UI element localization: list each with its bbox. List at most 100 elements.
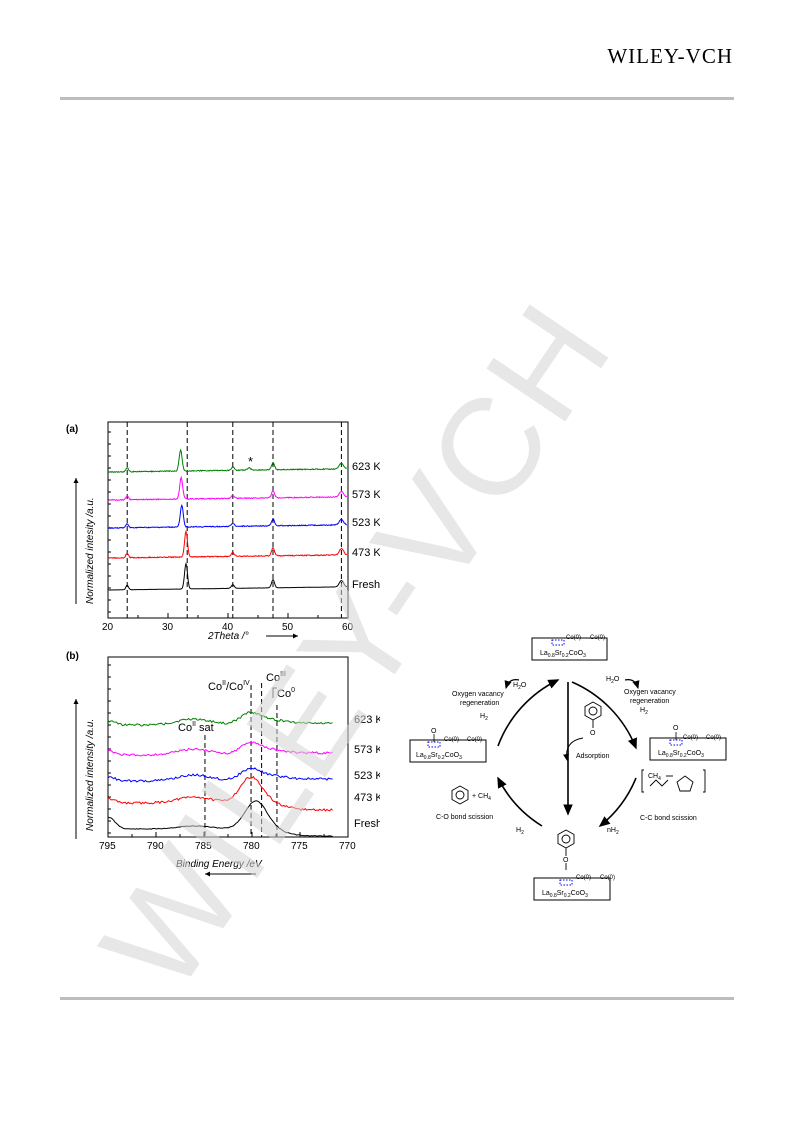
cycle-arrow-top-right (571, 681, 637, 750)
series-line (107, 775, 333, 812)
ovac-regen-right-2: regeneration (630, 698, 669, 705)
series-label: 623 K (352, 461, 380, 473)
plot-a-series-labels: Fresh 473 K 523 K 573 K 623 K (352, 461, 380, 591)
o-atom-left: O (431, 728, 437, 735)
series-label: 523 K (354, 770, 380, 782)
series-line (108, 529, 348, 560)
catalyst-box-top (531, 637, 608, 661)
x-tick-label: 775 (291, 841, 308, 852)
phenol-oxygen: O (590, 730, 596, 737)
catalyst-label-right: La0.8Sr0.2CoO3 (658, 750, 704, 759)
x-tick-label: 780 (243, 841, 260, 852)
oxygen-vacancy-bottom (559, 879, 573, 886)
series-line (107, 741, 333, 757)
series-line (108, 448, 348, 473)
o-atom-right: O (673, 725, 679, 732)
plot-b-series (107, 711, 333, 837)
header-rule (60, 97, 734, 100)
h2o-release-left-arrow (504, 679, 520, 690)
benzene-molecule (451, 785, 469, 805)
plot-a-ylabel: Normalized intesity /a.u. (85, 497, 96, 604)
x-tick-label: 790 (147, 841, 164, 852)
x-tick-label: 770 (339, 841, 356, 852)
h2o-right: H2O (606, 676, 620, 685)
adsorption-label: Adsorption (576, 753, 610, 760)
co0-left-right: Co(0) (467, 737, 482, 743)
ovac-regen-right-1: Oxygen vacancy (624, 689, 676, 696)
cc-products (641, 769, 706, 793)
plot-a-y-arrowhead (73, 478, 79, 483)
x-tick-label: 30 (162, 622, 174, 633)
co0-bracket (272, 687, 277, 698)
co2-co4-label: CoII/CoIV (208, 680, 250, 693)
plot-b-xlabel: Binding Energy /eV (176, 859, 263, 870)
figure-a-label: (a) (66, 424, 78, 435)
series-line (107, 800, 333, 837)
x-tick-label: 40 (222, 622, 234, 633)
series-label: 623 K (354, 714, 380, 726)
benzene-ch4-label: + CH4 (472, 793, 491, 802)
co2-satellite-label: CoII sat (178, 721, 214, 734)
plot-b-x-arrowhead (205, 871, 210, 877)
ovac-regen-left-2: regeneration (460, 700, 499, 707)
series-label: 573 K (354, 744, 380, 756)
series-line (108, 561, 347, 591)
plot-a-x-arrowhead (293, 633, 298, 639)
x-tick-label: 50 (282, 622, 294, 633)
catalyst-label-top: La0.8Sr0.2CoO3 (540, 650, 586, 659)
plot-b-reference-lines (204, 683, 278, 837)
adsorbed-phenoxy-bottom (557, 829, 575, 870)
series-label: 573 K (352, 489, 380, 501)
plot-b-ylabel: Normalized intensity /a.u. (85, 719, 96, 831)
cycle-arrow-left (497, 776, 543, 827)
co3-label: CoIII (266, 671, 286, 684)
series-line (108, 475, 348, 501)
catalyst-box-left (409, 739, 487, 763)
series-label: 473 K (354, 792, 380, 804)
reaction-scheme: Co(0) Co(0) La0.8Sr0.2CoO3 O Co(0) Co(0)… (409, 635, 727, 901)
plot-a-reference-lines (126, 422, 342, 618)
figure-a-xrd: (a) * Fresh 473 K 523 K 573 K 623 K 20 30 40 50… (66, 421, 380, 642)
cc-bond-scission-label: C-C bond scission (640, 815, 697, 822)
series-label: Fresh (352, 579, 380, 591)
figure-b-label: (b) (66, 651, 79, 662)
series-line (107, 711, 333, 727)
co0-top-right: Co(0) (590, 635, 605, 641)
cycle-arrow-right (598, 777, 637, 827)
plot-b-series-labels: Fresh 473 K 523 K 573 K 623 K (354, 714, 380, 830)
footer-rule (60, 997, 734, 1000)
plot-a-xlabel: 2Theta /° (207, 631, 249, 642)
catalyst-label-left: La0.8Sr0.2CoO3 (416, 752, 462, 761)
series-label: Fresh (354, 818, 380, 830)
x-tick-label: 785 (195, 841, 212, 852)
plot-a-series (108, 448, 348, 591)
x-tick-label: 60 (342, 622, 354, 633)
catalyst-box-right (649, 737, 727, 761)
co0-right-left: Co(0) (683, 735, 698, 741)
o-atom-bottom: O (563, 857, 569, 864)
ovac-regen-left-1: Oxygen vacancy (452, 691, 504, 698)
series-label: 523 K (352, 517, 380, 529)
oxygen-vacancy-top (551, 639, 565, 646)
series-line (107, 767, 333, 783)
plot-a-ticks (107, 431, 349, 618)
co0-left-left: Co(0) (444, 737, 459, 743)
co0-bottom-left: Co(0) (576, 875, 591, 881)
h2-left-bottom: H2 (516, 827, 524, 836)
h2o-left: H2O (513, 682, 527, 691)
nh2-label: nH2 (607, 827, 619, 836)
x-tick-label: 795 (99, 841, 116, 852)
cycle-arrows (497, 679, 637, 827)
publisher-name: WILEY-VCH (607, 44, 733, 68)
plot-a-x-tick-labels: 20 30 40 50 60 (102, 622, 354, 633)
catalyst-label-bottom: La0.8Sr0.2CoO3 (542, 890, 588, 899)
publisher-logo: WILEY-VCH (607, 44, 733, 69)
phenol-feed-arrow (563, 737, 584, 761)
h2o-release-right-arrow (624, 679, 640, 690)
plot-b-x-tick-labels: 795 790 785 780 775 770 (99, 841, 356, 852)
plot-b-y-arrowhead (73, 699, 79, 704)
phenol-molecule (584, 701, 602, 728)
catalyst-box-bottom (533, 877, 611, 901)
impurity-marker: * (248, 454, 253, 469)
